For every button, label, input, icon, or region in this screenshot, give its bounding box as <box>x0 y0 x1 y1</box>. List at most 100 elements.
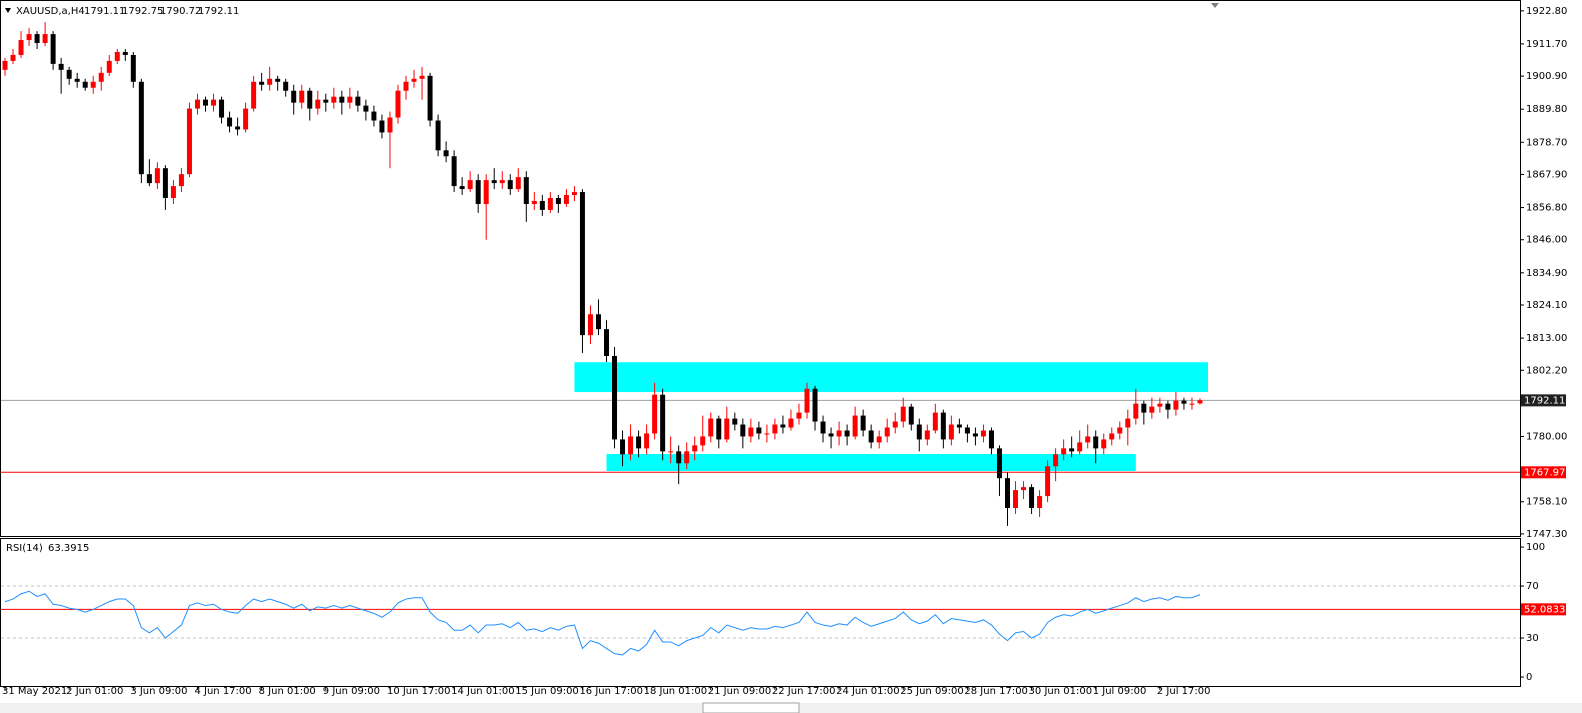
candle-body <box>283 81 289 91</box>
candle-body <box>884 427 890 437</box>
y-tick-label: 1889.80 <box>1526 104 1567 115</box>
candle-body <box>235 126 241 130</box>
candle-body <box>652 394 658 434</box>
candle-body <box>363 105 369 112</box>
y-tick-label: 70 <box>1526 581 1539 592</box>
candle-body <box>403 81 409 91</box>
candle-body <box>924 430 930 440</box>
candle-body <box>1117 427 1123 434</box>
candle-body <box>1069 448 1075 452</box>
candle-body <box>1093 436 1099 449</box>
candle-body <box>411 78 417 82</box>
candle-body <box>1029 487 1035 508</box>
candle-body <box>194 99 200 109</box>
candle-body <box>491 180 497 184</box>
candle-body <box>1085 436 1091 443</box>
candle-body <box>692 445 698 452</box>
candle-body <box>956 424 962 428</box>
candle-body <box>940 412 946 440</box>
y-tick-label: 1747.30 <box>1526 529 1567 540</box>
y-tick-label: 1780.00 <box>1526 431 1567 442</box>
candle-body <box>676 451 682 464</box>
candle-body <box>162 168 168 199</box>
candle-body <box>972 433 978 437</box>
candle-body <box>2 60 8 70</box>
candle-body <box>106 60 112 73</box>
candle-body <box>571 192 577 196</box>
candle-body <box>66 69 72 79</box>
candle-body <box>555 198 561 204</box>
candle-body <box>74 78 80 82</box>
x-tick-label: 8 Jun 01:00 <box>259 686 316 697</box>
x-tick-label: 24 Jun 01:00 <box>836 686 900 697</box>
candle-body <box>523 177 529 204</box>
candle-body <box>860 415 866 431</box>
candle-body <box>716 418 722 440</box>
candle-body <box>732 418 738 425</box>
header-value: 1791.11 <box>84 6 125 17</box>
candle-body <box>1109 433 1115 440</box>
candle-body <box>1061 448 1067 455</box>
y-tick-label: 1856.80 <box>1526 203 1567 214</box>
candle-body <box>684 451 690 464</box>
candle-body <box>507 180 513 190</box>
y-tick-label: 1813.00 <box>1526 333 1567 344</box>
candle-body <box>1021 487 1027 491</box>
candle-body <box>114 51 120 61</box>
level-label: 1767.97 <box>1524 467 1565 478</box>
tab[interactable] <box>702 702 800 713</box>
level-label-bg <box>1521 603 1566 616</box>
candle-body <box>138 81 144 175</box>
candle-body <box>34 34 40 44</box>
candle-body <box>563 195 569 204</box>
candle-body <box>932 412 938 431</box>
candle-body <box>788 418 794 428</box>
candle-body <box>387 117 393 133</box>
y-tick-label: 1846.00 <box>1526 235 1567 246</box>
candle-body <box>178 174 184 187</box>
candle-body <box>371 111 377 121</box>
candle-body <box>724 418 730 440</box>
candle-body <box>1133 403 1139 419</box>
candle-body <box>547 198 553 210</box>
y-tick-label: 0 <box>1526 672 1532 683</box>
candle-body <box>1157 403 1163 407</box>
candle-body <box>636 436 642 449</box>
candle-body <box>50 34 56 64</box>
candle-body <box>331 96 337 103</box>
candle-body <box>203 99 208 106</box>
y-tick-label: 1834.90 <box>1526 268 1567 279</box>
y-tick-label: 1758.10 <box>1526 497 1567 508</box>
candle-body <box>1149 406 1155 413</box>
candle-body <box>980 430 986 437</box>
x-tick-label: 14 Jun 01:00 <box>451 686 515 697</box>
candle-body <box>988 430 994 449</box>
candle-body <box>1077 442 1083 452</box>
x-tick-label: 15 Jun 09:00 <box>515 686 579 697</box>
candle-body <box>251 81 257 109</box>
candle-body <box>98 72 104 82</box>
rsi-panel <box>0 538 1521 687</box>
candle-body <box>964 427 970 434</box>
candle-body <box>323 99 329 103</box>
candle-body <box>419 75 425 79</box>
x-tick-label: 16 Jun 17:00 <box>579 686 643 697</box>
candle-body <box>395 90 401 118</box>
candle-body <box>379 120 385 133</box>
y-tick-label: 1878.70 <box>1526 137 1567 148</box>
candle-body <box>812 388 818 422</box>
candle-body <box>948 424 954 440</box>
bid-label-bg <box>1521 394 1566 407</box>
x-tick-label: 21 Jun 09:00 <box>708 686 772 697</box>
candle-body <box>275 78 281 82</box>
candle-body <box>227 117 233 127</box>
candle-body <box>355 96 361 106</box>
level-label-bg <box>1521 466 1566 479</box>
candle-body <box>1037 496 1043 508</box>
candle-body <box>539 200 545 210</box>
x-tick-label: 28 Jun 17:00 <box>964 686 1028 697</box>
candle-body <box>146 174 152 184</box>
indicator-title: RSI(14) <box>6 543 43 554</box>
